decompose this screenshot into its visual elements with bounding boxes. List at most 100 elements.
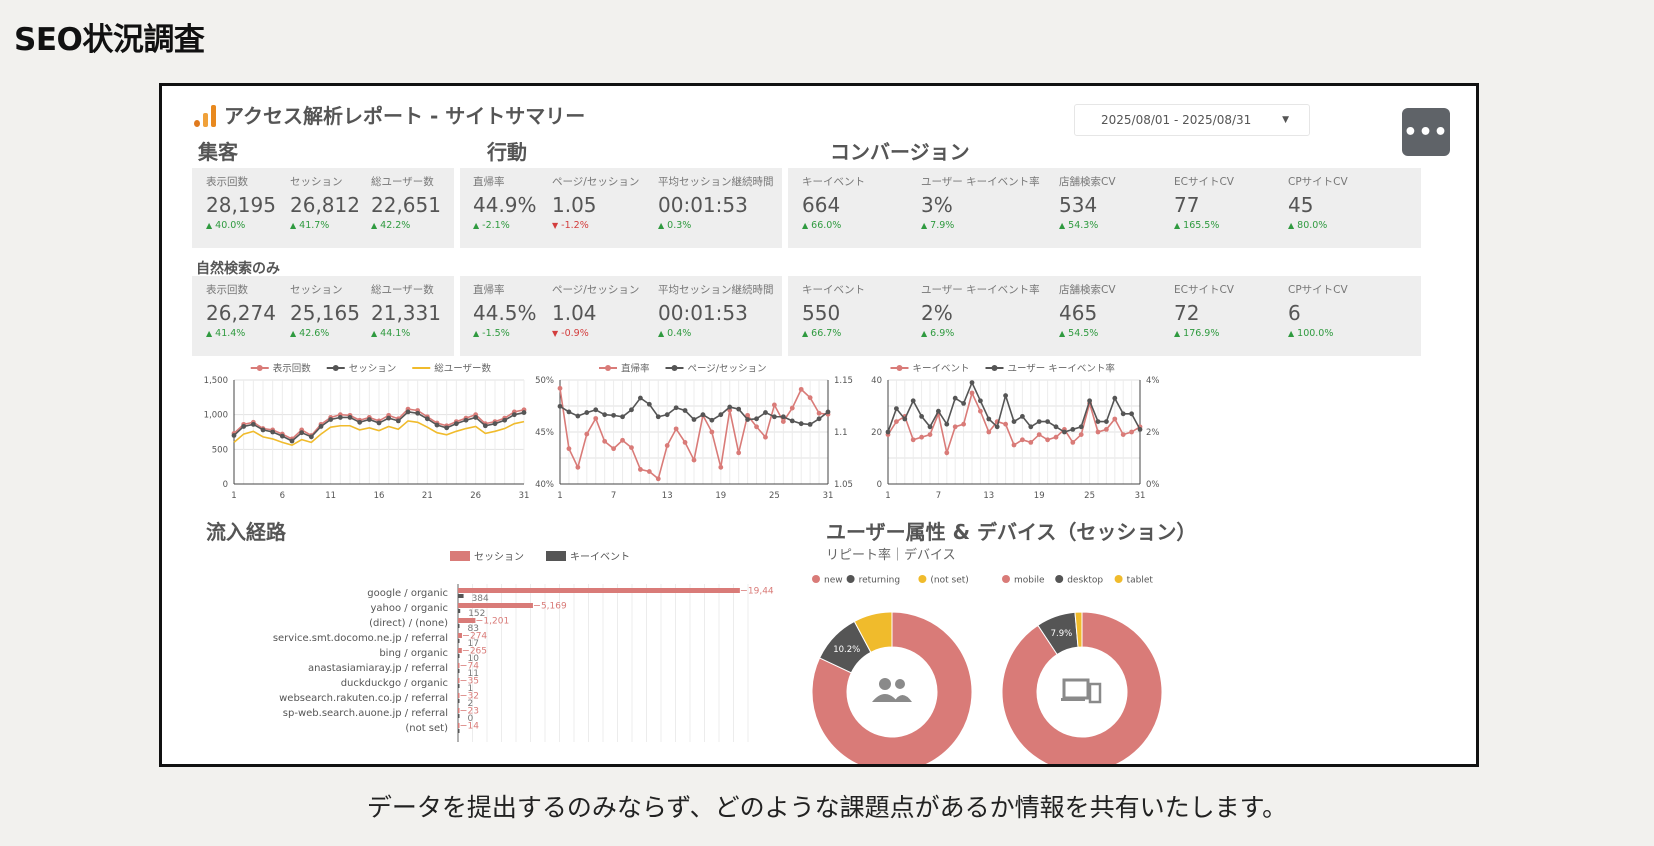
series-point xyxy=(629,407,634,413)
arrow-up-icon: ▲ xyxy=(658,221,665,230)
arrow-down-icon: ▼ xyxy=(552,221,559,230)
arrow-up-icon: ▲ xyxy=(206,221,213,230)
series-point xyxy=(638,467,643,472)
arrow-up-icon: ▲ xyxy=(921,221,928,230)
kpi-label: 平均セッション継続時間 xyxy=(658,284,774,296)
series-point xyxy=(584,431,590,437)
category-label: service.smt.docomo.ne.jp / referral xyxy=(273,633,448,644)
arrow-up-icon: ▲ xyxy=(290,221,297,230)
series-point xyxy=(927,424,933,430)
series-point xyxy=(646,401,652,407)
series-point xyxy=(709,417,715,423)
bar-keyevent xyxy=(458,639,460,643)
series-point xyxy=(745,412,750,418)
series-point xyxy=(308,434,314,440)
kpi-label: 表示回数 xyxy=(206,176,248,188)
kpi-acquisition-0: 表示回数 26,274 ▲ 41.4% xyxy=(206,276,276,339)
kpi-acquisition-1: セッション 26,812 ▲ 41.7% xyxy=(290,168,360,231)
slice-label: 10.2% xyxy=(833,645,860,655)
date-range-text: 2025/08/01 - 2025/08/31 xyxy=(1101,113,1252,127)
legend-label: ページ/セッション xyxy=(688,364,767,375)
x-tick-label: 31 xyxy=(1135,491,1146,501)
kpi-acquisition-2: 総ユーザー数 21,331 ▲ 44.1% xyxy=(371,276,441,339)
kpi-delta-value: 54.5% xyxy=(1068,328,1099,339)
series-point xyxy=(682,408,688,413)
y-tick-label: 50% xyxy=(535,376,554,386)
kpi-value: 3% xyxy=(921,193,953,217)
series-point xyxy=(1020,414,1025,419)
kpi-delta-value: 7.9% xyxy=(930,220,955,231)
series-point xyxy=(593,416,599,421)
series-point xyxy=(575,413,581,419)
series-point xyxy=(1112,395,1118,401)
legend-label: ユーザー キーイベント率 xyxy=(1008,363,1116,375)
series-point xyxy=(789,418,795,424)
series-point xyxy=(902,416,908,422)
series-point xyxy=(1036,432,1042,437)
traffic-source-bar-chart: セッション キーイベント google / organic 19,44 384 yahoo… xyxy=(273,551,774,742)
more-menu-button[interactable]: ••• xyxy=(1402,108,1450,156)
kpi-value: 25,165 xyxy=(290,301,360,325)
series-point xyxy=(1078,432,1084,437)
series-point xyxy=(1062,429,1067,435)
legend-item: new xyxy=(812,575,843,586)
kpi-value: 00:01:53 xyxy=(658,301,748,325)
kpi-delta: ▲ 176.9% xyxy=(1174,328,1234,339)
bar-value-label: 17 xyxy=(468,639,479,649)
series-point xyxy=(944,421,950,427)
arrow-up-icon: ▲ xyxy=(371,329,378,338)
kpi-delta-value: 66.0% xyxy=(811,220,842,231)
kpi-label: 総ユーザー数 xyxy=(371,176,434,188)
kpi-acquisition-0: 表示回数 28,195 ▲ 40.0% xyxy=(206,168,276,231)
y-tick-label-right: 0% xyxy=(1146,480,1160,490)
series-point xyxy=(780,414,786,420)
date-range-picker[interactable]: 2025/08/01 - 2025/08/31 ▼ xyxy=(1074,104,1310,136)
series-point xyxy=(978,408,983,414)
arrow-up-icon: ▲ xyxy=(206,329,213,338)
kpi-label: キーイベント xyxy=(802,176,865,188)
kpi-delta-value: 42.2% xyxy=(380,220,411,231)
legend-label: new xyxy=(824,576,843,586)
kpi-panel-behavior: 直帰率 44.5% ▲ -1.5% ページ/セッション 1.04 ▼ -0.9% 平均セッション… xyxy=(460,276,782,356)
legend-label: tablet xyxy=(1127,576,1154,586)
bar-session xyxy=(458,708,460,713)
x-tick-label: 19 xyxy=(715,491,726,501)
bar-keyevent xyxy=(458,654,460,658)
legend-label: 総ユーザー数 xyxy=(434,363,491,375)
section-behavior: 行動 xyxy=(487,140,527,164)
series-point xyxy=(611,412,616,418)
legend-label: セッション xyxy=(349,364,397,375)
series-point xyxy=(1053,434,1059,440)
series-point xyxy=(986,416,992,422)
category-label: duckduckgo / organic xyxy=(341,678,448,689)
device-donut: mobile desktop tablet 7.9% xyxy=(1001,575,1163,764)
kpi-delta: ▲ 44.1% xyxy=(371,328,441,339)
kpi-delta: ▲ 165.5% xyxy=(1174,220,1234,231)
kpi-label: ページ/セッション xyxy=(552,176,640,188)
series-point xyxy=(952,395,958,401)
series-point xyxy=(1011,442,1017,448)
bar-value-label: 5,169 xyxy=(541,602,567,612)
bar-value-label: 74 xyxy=(468,662,480,672)
arrow-down-icon: ▼ xyxy=(552,329,559,338)
legend-label: returning xyxy=(859,576,900,586)
series-point xyxy=(944,450,950,456)
bar-value-label: 35 xyxy=(468,677,479,687)
series-point xyxy=(718,464,724,470)
kpi-value: 00:01:53 xyxy=(658,193,748,217)
series-point xyxy=(1003,421,1008,427)
section-traffic: 流入経路 xyxy=(206,520,286,544)
series-point xyxy=(1129,411,1134,417)
series-point xyxy=(807,421,813,427)
series-point xyxy=(405,409,411,415)
series-point xyxy=(780,419,786,424)
chevron-down-icon: ▼ xyxy=(1282,115,1289,125)
y-tick-label-right: 1.15 xyxy=(834,376,853,386)
kpi-label: 店舗検索CV xyxy=(1059,176,1116,188)
series-point xyxy=(745,417,750,422)
kpi-acquisition-1: セッション 25,165 ▲ 42.6% xyxy=(290,276,360,339)
behavior-line-chart: 1 7 13 19 25 31 40% 45% 50% 1.05 1.1 1.15 直帰率 ページ/セッシ… xyxy=(535,363,853,502)
kpi-delta: ▲ 42.2% xyxy=(371,220,441,231)
bar-value-label: 32 xyxy=(468,692,479,702)
kpi-value: 550 xyxy=(802,301,841,325)
